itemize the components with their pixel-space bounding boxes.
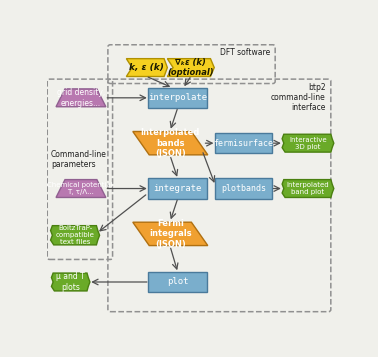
Polygon shape: [133, 131, 208, 155]
Text: plotbands: plotbands: [221, 184, 266, 193]
Text: Interpolated
band plot: Interpolated band plot: [287, 182, 329, 195]
FancyBboxPatch shape: [148, 272, 207, 292]
Text: fermisurface: fermisurface: [214, 139, 274, 148]
Text: Chemical potential,
T, τ/Λ...: Chemical potential, T, τ/Λ...: [47, 182, 115, 195]
Text: DFT software: DFT software: [220, 48, 270, 57]
Text: k, ε (k): k, ε (k): [129, 63, 164, 72]
Polygon shape: [282, 180, 334, 197]
Polygon shape: [56, 89, 106, 107]
Polygon shape: [167, 59, 214, 76]
Text: ∇ₖε (k)
(optional): ∇ₖε (k) (optional): [167, 58, 214, 77]
Text: integrate: integrate: [153, 184, 202, 193]
Text: btp2
command-line
interface: btp2 command-line interface: [271, 83, 325, 112]
Polygon shape: [51, 273, 90, 291]
Text: grid density,
energies...: grid density, energies...: [57, 88, 105, 107]
Text: plot: plot: [167, 277, 188, 287]
FancyBboxPatch shape: [148, 178, 207, 199]
FancyBboxPatch shape: [215, 133, 272, 154]
FancyBboxPatch shape: [148, 87, 207, 108]
Polygon shape: [126, 59, 167, 76]
Polygon shape: [56, 180, 106, 197]
Polygon shape: [133, 222, 208, 246]
Text: Interpolated
bands
(JSON): Interpolated bands (JSON): [141, 128, 200, 158]
Polygon shape: [282, 134, 334, 152]
Text: Fermi
integrals
(JSON): Fermi integrals (JSON): [149, 219, 192, 249]
Text: Command-line
parameters: Command-line parameters: [51, 150, 107, 170]
Text: interpolate: interpolate: [148, 93, 207, 102]
Text: BoltzTraP-
compatible
text files: BoltzTraP- compatible text files: [56, 225, 94, 245]
Text: μ and T
plots: μ and T plots: [56, 272, 85, 292]
Text: Interactive
3D plot: Interactive 3D plot: [289, 137, 327, 150]
FancyBboxPatch shape: [215, 178, 272, 199]
Polygon shape: [51, 226, 99, 245]
